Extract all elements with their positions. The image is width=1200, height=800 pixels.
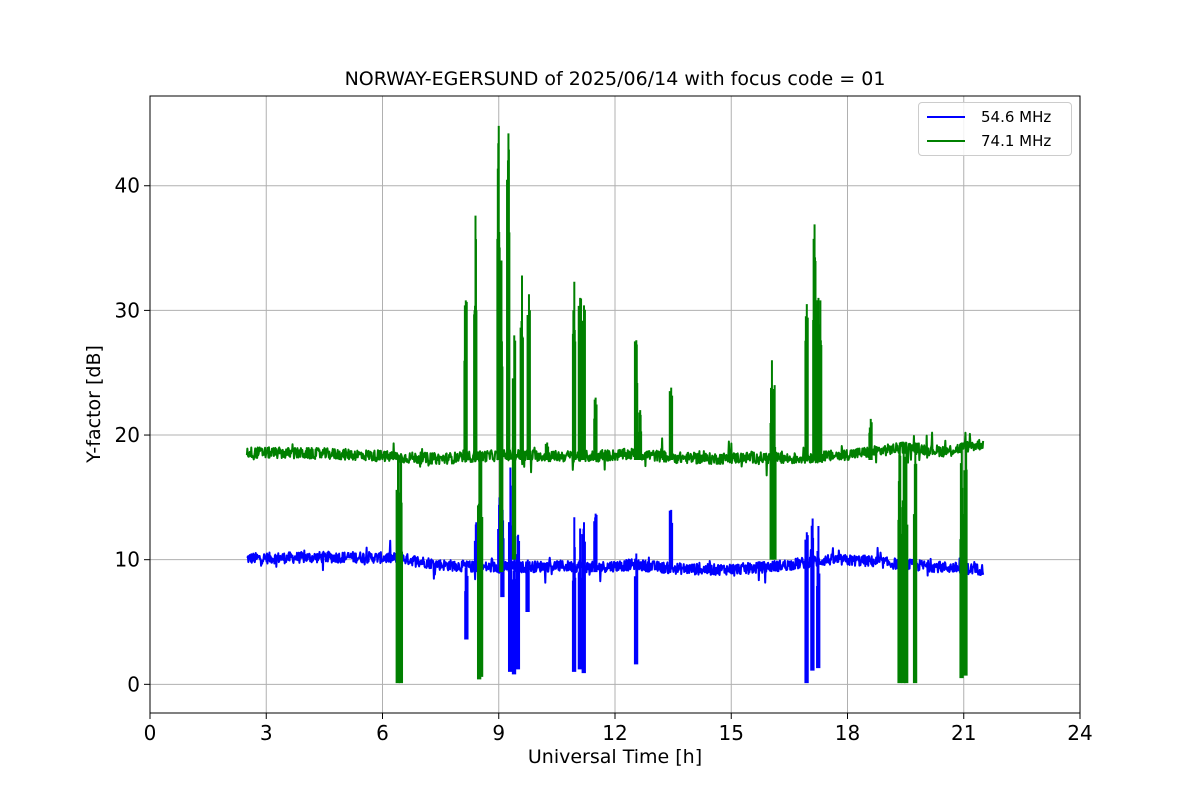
spike-74-1-mhz [668,387,674,460]
spike-54-6-mhz [525,559,530,613]
spike-74-1-mhz [395,456,400,684]
series-line-74-1-mhz [245,431,985,477]
chart-title: NORWAY-EGERSUND of 2025/06/14 with focus… [344,68,886,90]
y-tick-label: 0 [127,672,140,696]
spike-74-1-mhz [473,215,478,460]
spike-74-1-mhz [963,442,968,676]
x-tick-label: 21 [951,721,976,745]
y-tick-label: 40 [115,174,140,198]
spike-74-1-mhz [637,410,643,460]
grid [149,96,1081,713]
spike-74-1-mhz [496,125,501,460]
spike-74-1-mhz [812,224,817,460]
legend-item-74-1-mhz: 74.1 MHz [919,130,1071,152]
legend-item-54-6-mhz: 54.6 MHz [919,106,1071,128]
spike-74-1-mhz [463,300,468,460]
spike-54-6-mhz [577,528,583,670]
spike-74-1-mhz [544,442,550,460]
spike-74-1-mhz [633,340,639,460]
spike-74-1-mhz [897,442,902,684]
series-layer [245,125,985,684]
x-tick-label: 15 [719,721,744,745]
spike-54-6-mhz [507,467,513,672]
spike-54-6-mhz [810,518,815,671]
series-74-1-mhz [245,125,985,684]
spike-74-1-mhz [478,454,484,677]
legend-swatch-74-1-mhz [927,140,965,142]
spike-74-1-mhz [959,442,964,679]
spike-74-1-mhz [817,300,823,460]
y-axis-label: Y-factor [dB] [83,345,105,463]
spike-54-6-mhz [668,509,674,569]
spike-74-1-mhz [904,442,909,684]
spike-54-6-mhz [581,522,586,674]
spike-74-1-mhz [519,275,524,460]
x-tick-label: 3 [260,721,273,745]
spike-74-1-mhz [804,304,809,460]
spike-54-6-mhz [593,513,598,573]
y-tick-label: 20 [115,423,140,447]
x-tick-label: 24 [1067,721,1092,745]
y-tick-label: 10 [115,548,140,572]
legend-label-54-6-mhz: 54.6 MHz [981,108,1052,126]
y-tick-label: 30 [115,298,140,322]
spike-74-1-mhz [772,385,777,560]
legend-label-74-1-mhz: 74.1 MHz [981,132,1052,150]
legend: 54.6 MHz 74.1 MHz [918,102,1072,156]
spike-54-6-mhz [571,517,577,672]
spike-54-6-mhz [473,522,479,573]
spike-74-1-mhz [526,294,531,460]
spike-54-6-mhz [511,522,517,675]
x-tick-label: 6 [376,721,389,745]
spike-74-1-mhz [581,305,586,460]
spike-74-1-mhz [571,281,577,460]
spike-74-1-mhz [499,260,504,573]
legend-swatch-54-6-mhz [927,116,965,118]
x-tick-label: 18 [835,721,860,745]
spike-74-1-mhz [577,297,583,460]
spike-74-1-mhz [593,397,598,460]
x-axis-label: Universal Time [h] [527,746,703,768]
spike-74-1-mhz [868,418,873,460]
series-line-54-6-mhz [246,539,985,584]
spike-54-6-mhz [633,553,639,665]
spike-74-1-mhz [912,442,918,684]
spike-74-1-mhz [398,456,404,684]
spike-54-6-mhz [804,532,809,684]
spike-54-6-mhz [816,526,821,669]
ticks: 0 3 6 9 12 15 18 21 24 0 10 20 30 40 [115,174,1093,745]
spike-54-6-mhz [515,534,521,670]
spike-74-1-mhz [511,335,517,560]
spike-54-6-mhz [464,563,469,640]
x-tick-label: 12 [602,721,627,745]
x-tick-label: 9 [492,721,505,745]
x-tick-label: 0 [144,721,157,745]
spike-74-1-mhz [506,133,511,460]
